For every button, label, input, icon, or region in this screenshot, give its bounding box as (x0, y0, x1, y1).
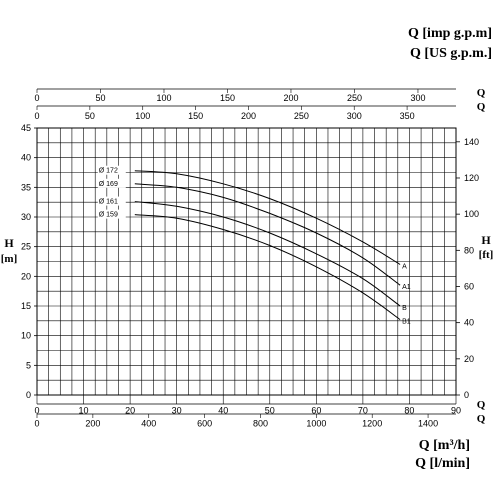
curve-end-label-a1: A1 (402, 284, 411, 291)
right-axis-tick-label: 40 (464, 318, 474, 328)
bottom-axis-1-tick-label: 80 (404, 405, 414, 415)
left-axis-unit: [m] (1, 253, 18, 265)
right-axis-head-ft: 0 20 40 60 80 100 120 140 (456, 137, 479, 400)
left-axis-tick-label: 30 (21, 212, 31, 222)
top-axis-2-tick-label: 0 (34, 111, 39, 121)
bottom-axis-2-label: Q (477, 413, 486, 425)
bottom-axis-1-tick-label: 40 (218, 405, 228, 415)
bottom-axis-2-tick-label: 800 (253, 418, 268, 428)
top-axis-1-tick-label: 150 (220, 93, 235, 103)
top-units-title-1: Q [imp g.p.m] (408, 26, 492, 41)
bottom-axis-m3h: 0 10 20 30 40 50 60 70 80 90 (34, 395, 461, 415)
top-axis-2-tick-label: 250 (294, 111, 309, 121)
right-axis-tick-label: 140 (464, 137, 479, 147)
left-axis-tick-label: 40 (21, 153, 31, 163)
right-axis-tick-label: 20 (464, 354, 474, 364)
left-axis-label: H (4, 236, 14, 250)
curve-diameter-label-b1: Ø 159 (99, 212, 118, 219)
pump-curves: A Ø 172 A1 Ø 169 B Ø 161 B1 Ø 159 (97, 165, 411, 326)
bottom-axis-1-tick-label: 0 (34, 405, 39, 415)
bottom-axis-1-tick-label: 70 (358, 405, 368, 415)
left-axis-tick-label: 35 (21, 182, 31, 192)
top-axis-2-tick-label: 350 (400, 111, 415, 121)
top-axis-2-label: Q (477, 101, 486, 113)
curve-a (134, 170, 401, 265)
bottom-axis-2-tick-label: 600 (197, 418, 212, 428)
bottom-units-title-2: Q [l/min] (415, 456, 470, 471)
top-axis-1-label: Q (477, 87, 486, 99)
left-axis-head-m: 0 5 10 15 20 25 30 35 40 45 (21, 123, 37, 400)
curve-a1 (134, 183, 401, 286)
bottom-units-title-1: Q [m³/h] (418, 438, 470, 453)
top-axis-1-tick-label: 50 (95, 93, 105, 103)
bottom-axis-1-tick-label: 10 (79, 405, 89, 415)
curve-diameter-label-bg (97, 165, 126, 175)
top-axis-2-tick-label: 50 (85, 111, 95, 121)
bottom-axis-2-tick-label: 200 (85, 418, 100, 428)
top-axis-us-gpm: 0 50 100 150 200 250 300 350 (34, 105, 456, 121)
right-axis-tick-label: 0 (464, 390, 469, 400)
top-axis-2-tick-label: 100 (135, 111, 150, 121)
right-axis-tick-label: 80 (464, 245, 474, 255)
curve-end-label-b1: B1 (402, 319, 411, 326)
curve-diameter-label-bg (97, 196, 126, 206)
right-axis-unit: [ft] (479, 249, 494, 261)
bottom-axis-2-tick-label: 1000 (306, 418, 326, 428)
left-axis-tick-label: 25 (21, 242, 31, 252)
bottom-axis-2-tick-label: 400 (141, 418, 156, 428)
bottom-axis-2-tick-label: 1200 (362, 418, 382, 428)
bottom-axis-1-tick-label: 50 (265, 405, 275, 415)
top-units-title-2: Q [US g.p.m.] (409, 46, 492, 61)
plot-border (36, 127, 457, 396)
top-axis-1-tick-label: 0 (34, 93, 39, 103)
bottom-axis-1-tick-label: 90 (451, 405, 461, 415)
top-axis-1-tick-label: 200 (283, 93, 298, 103)
top-axis-1-tick-label: 100 (156, 93, 171, 103)
left-axis-tick-label: 10 (21, 331, 31, 341)
top-axis-2-tick-label: 300 (347, 111, 362, 121)
top-axis-2-tick-label: 150 (188, 111, 203, 121)
right-axis-label: H (481, 233, 491, 247)
bottom-axis-lmin: 0 200 400 600 800 1000 1200 1400 (34, 413, 456, 428)
top-axis-2-tick-label: 200 (241, 111, 256, 121)
right-axis-tick-label: 120 (464, 173, 479, 183)
right-axis-tick-label: 60 (464, 281, 474, 291)
curve-diameter-label-bg (97, 209, 126, 219)
curve-diameter-label-a: Ø 172 (99, 168, 118, 175)
bottom-axis-2-tick-label: 1400 (418, 418, 438, 428)
bottom-axis-2-tick-label: 0 (34, 418, 39, 428)
curve-b1 (134, 214, 401, 321)
top-axis-1-tick-label: 300 (410, 93, 425, 103)
curve-end-label-a: A (402, 263, 407, 270)
curve-diameter-label-bg (97, 178, 126, 188)
left-axis-tick-label: 15 (21, 301, 31, 311)
curve-diameter-label-a1: Ø 169 (99, 181, 118, 188)
left-axis-tick-label: 45 (21, 123, 31, 133)
bottom-axis-1-tick-label: 20 (125, 405, 135, 415)
chart-frame (36, 127, 457, 396)
left-axis-tick-label: 20 (21, 271, 31, 281)
top-axis-1-tick-label: 250 (347, 93, 362, 103)
bottom-axis-1-label: Q (477, 399, 486, 411)
curve-end-label-b: B (402, 305, 407, 312)
curve-diameter-label-b: Ø 161 (99, 199, 118, 206)
curve-b (134, 201, 401, 307)
left-axis-tick-label: 0 (26, 390, 31, 400)
top-axis-imp-gpm: 0 50 100 150 200 250 300 (34, 88, 456, 103)
bottom-axis-1-tick-label: 60 (311, 405, 321, 415)
right-axis-tick-label: 100 (464, 209, 479, 219)
bottom-axis-1-tick-label: 30 (172, 405, 182, 415)
left-axis-tick-label: 5 (26, 360, 31, 370)
